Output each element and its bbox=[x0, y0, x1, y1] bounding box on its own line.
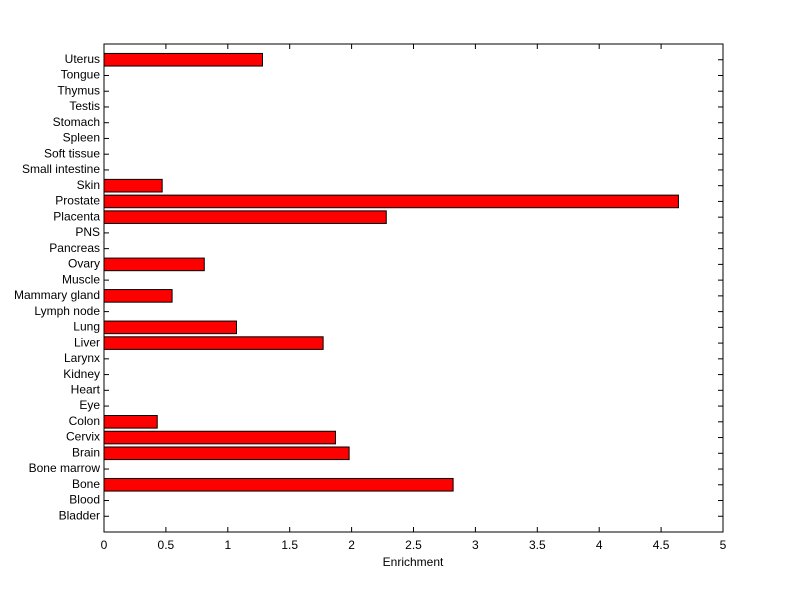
y-tick-label: Brain bbox=[72, 445, 100, 459]
bar bbox=[103, 415, 158, 429]
bar bbox=[103, 320, 237, 335]
y-tick-label: Muscle bbox=[62, 272, 100, 286]
x-tick-label: 3.5 bbox=[529, 538, 546, 552]
x-axis-label: Enrichment bbox=[383, 555, 444, 569]
y-tick-label: Eye bbox=[79, 398, 100, 412]
y-tick-label: Thymus bbox=[57, 83, 100, 97]
x-tick-label: 1 bbox=[224, 538, 231, 552]
x-tick-label: 0 bbox=[101, 538, 108, 552]
y-tick-label: Kidney bbox=[63, 367, 100, 381]
bar bbox=[103, 336, 324, 350]
y-tick-label: Placenta bbox=[53, 209, 100, 223]
y-tick-label: PNS bbox=[75, 225, 100, 239]
x-tick-label: 0.5 bbox=[158, 538, 175, 552]
bar bbox=[103, 430, 337, 445]
bar bbox=[103, 52, 263, 67]
y-tick-label: Skin bbox=[77, 178, 100, 192]
x-tick-label: 4.5 bbox=[653, 538, 670, 552]
y-tick-label: Testis bbox=[69, 99, 100, 113]
x-tick-label: 5 bbox=[720, 538, 727, 552]
y-tick-label: Bone marrow bbox=[29, 461, 101, 475]
x-tick-label: 2 bbox=[348, 538, 355, 552]
y-tick-label: Soft tissue bbox=[44, 146, 100, 160]
x-tick-label: 2.5 bbox=[405, 538, 422, 552]
bar bbox=[103, 194, 679, 209]
x-tick-label: 1.5 bbox=[281, 538, 298, 552]
y-tick-label: Lymph node bbox=[34, 304, 100, 318]
y-tick-label: Bladder bbox=[59, 508, 100, 522]
y-tick-label: Spleen bbox=[63, 131, 100, 145]
bar bbox=[103, 257, 205, 272]
y-tick-label: Blood bbox=[69, 493, 100, 507]
y-tick-label: Stomach bbox=[53, 115, 100, 129]
y-tick-label: Heart bbox=[71, 382, 101, 396]
y-tick-label: Colon bbox=[69, 414, 100, 428]
y-tick-label: Ovary bbox=[68, 257, 100, 271]
y-tick-label: Liver bbox=[74, 335, 100, 349]
y-tick-label: Mammary gland bbox=[14, 288, 100, 302]
y-tick-label: Lung bbox=[73, 320, 100, 334]
y-tick-label: Larynx bbox=[64, 351, 100, 365]
y-tick-label: Tongue bbox=[61, 68, 101, 82]
x-tick-label: 3 bbox=[472, 538, 479, 552]
y-tick-label: Small intestine bbox=[22, 162, 100, 176]
bar bbox=[103, 477, 454, 492]
bar bbox=[103, 178, 163, 193]
y-tick-label: Bone bbox=[72, 477, 100, 491]
y-tick-label: Pancreas bbox=[49, 241, 100, 255]
bar bbox=[103, 446, 350, 461]
y-tick-label: Cervix bbox=[66, 430, 100, 444]
bar bbox=[103, 210, 387, 224]
bar bbox=[103, 289, 173, 303]
y-tick-label: Uterus bbox=[65, 52, 100, 66]
x-tick-label: 4 bbox=[596, 538, 603, 552]
y-tick-label: Prostate bbox=[55, 194, 100, 208]
